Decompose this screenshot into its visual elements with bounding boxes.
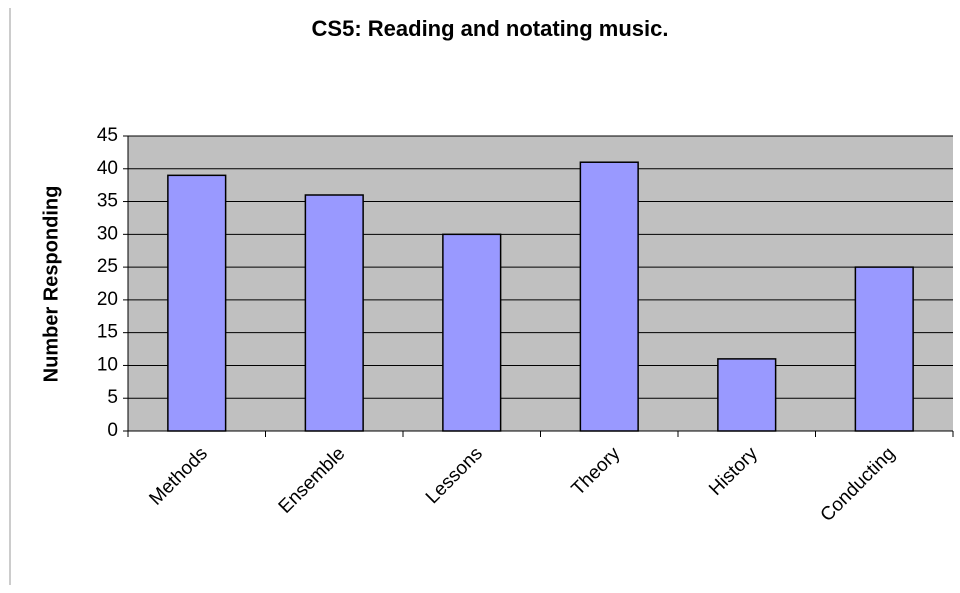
x-tick-label: Methods (145, 443, 211, 509)
plot-area (128, 136, 953, 431)
y-tick-label: 0 (107, 420, 118, 441)
chart-title: CS5: Reading and notating music. (312, 16, 669, 41)
y-tick-label: 10 (97, 354, 118, 375)
x-tick-label: Ensemble (275, 443, 350, 518)
y-axis-label: Number Responding (40, 186, 62, 383)
y-tick-label: 25 (97, 256, 118, 277)
y-tick-label: 35 (97, 191, 118, 212)
x-tick-label: History (705, 443, 762, 500)
bar (442, 233, 502, 432)
bar (304, 194, 364, 432)
y-tick-label: 5 (107, 387, 118, 408)
y-tick-label: 30 (97, 223, 118, 244)
bar (579, 161, 639, 432)
y-tick-label: 45 (97, 125, 118, 146)
bar (717, 358, 777, 432)
y-tick-label: 15 (97, 322, 118, 343)
x-tick-label: Lessons (422, 443, 487, 508)
y-tick-label: 20 (97, 289, 118, 310)
x-tick-label: Theory (568, 443, 625, 500)
y-tick-label: 40 (97, 158, 118, 179)
bar (167, 174, 227, 432)
x-tick-label: Conducting (817, 443, 900, 526)
bar (854, 266, 914, 432)
